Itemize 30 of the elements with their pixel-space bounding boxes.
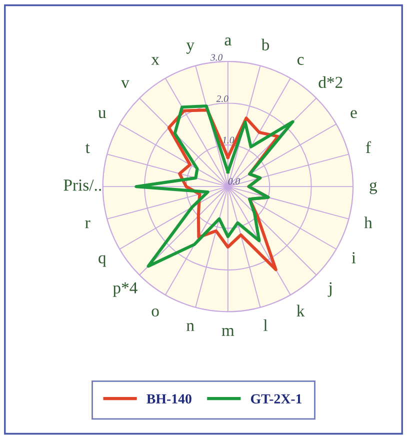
spoke-label: h (364, 216, 372, 228)
spoke-label: m (222, 328, 234, 336)
legend-label: BH-140 (146, 394, 192, 404)
spoke-label: c (297, 56, 304, 65)
spoke-label: e (350, 110, 357, 118)
spoke-label: y (186, 42, 194, 54)
spoke-label: r (85, 220, 90, 228)
spoke-label: a (224, 38, 232, 46)
y-tick-label: 1.0 (222, 136, 234, 144)
spoke-label: l (264, 319, 268, 331)
spoke-label: o (152, 308, 159, 317)
spoke-label: j (328, 282, 332, 297)
spoke-label: n (186, 323, 194, 331)
spoke-label: x (151, 57, 160, 65)
y-tick-label: 0.0 (228, 178, 240, 185)
spoke-label: t (85, 144, 90, 154)
spoke-label: i (352, 252, 356, 264)
spoke-label: q (98, 255, 106, 267)
spoke-label: b (261, 38, 270, 50)
spoke-label: Pris/.. (64, 180, 102, 191)
spoke-label: p*4 (112, 282, 138, 297)
y-tick-label: 3.0 (210, 54, 223, 61)
spoke-label: u (98, 110, 106, 118)
legend-label: GT-2X-1 (250, 394, 302, 404)
y-tick-label: 2.0 (216, 95, 228, 102)
spoke-label: v (121, 80, 130, 88)
spoke-label: f (366, 141, 371, 153)
spoke-label: k (296, 304, 305, 316)
spoke-label: g (370, 182, 378, 194)
spoke-label: d*2 (318, 76, 342, 88)
